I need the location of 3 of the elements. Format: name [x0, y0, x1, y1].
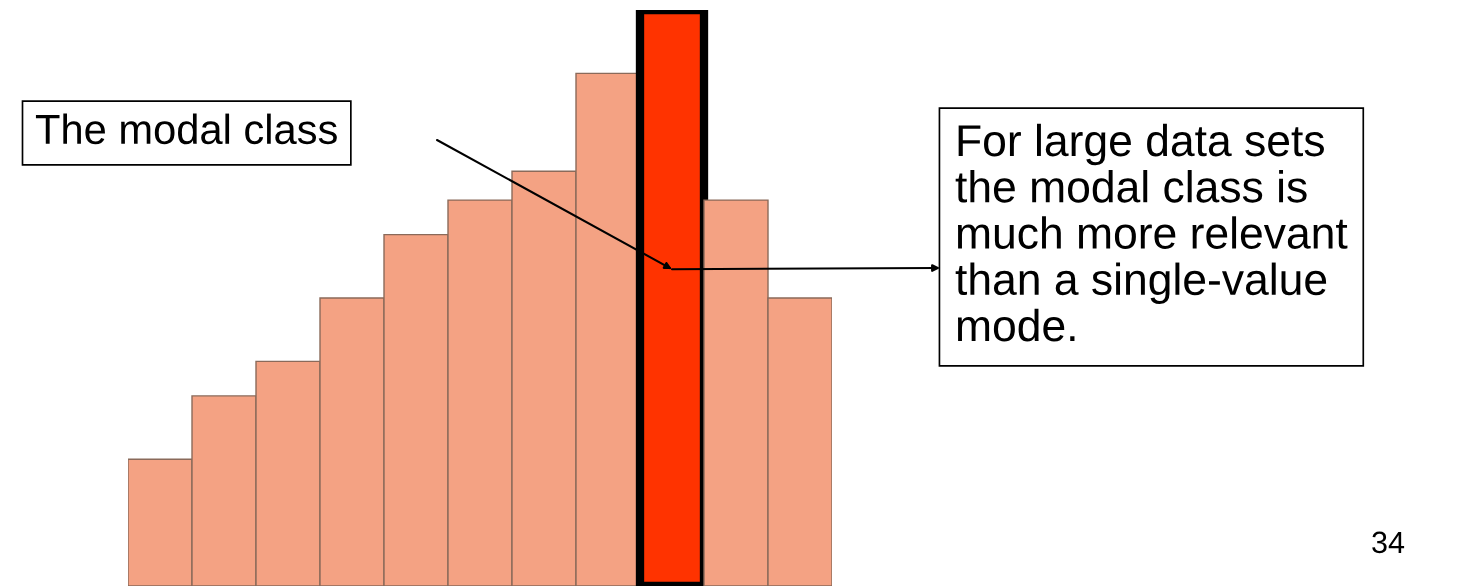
text: For large data sets the modal class is much more relevant than a single-value mode.	[955, 123, 1348, 342]
annotation: The modal class	[35, 113, 337, 145]
text: 34	[1372, 531, 1405, 554]
